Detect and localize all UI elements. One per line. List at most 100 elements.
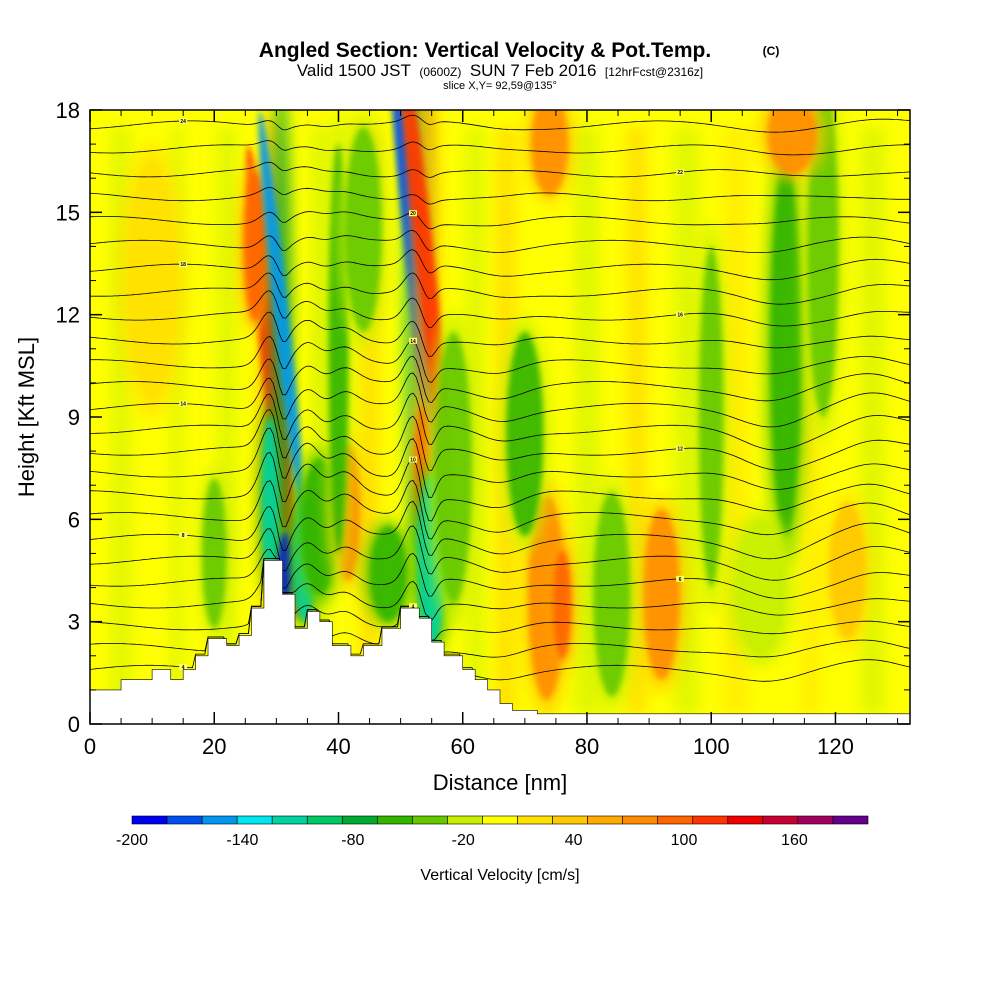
colorbar-swatch — [377, 815, 413, 825]
theta-contour — [90, 92, 910, 107]
contour-label-bg — [179, 532, 188, 539]
contour-label: 14 — [410, 339, 416, 345]
x-tick-label: 40 — [326, 734, 350, 759]
theta-contour — [90, 336, 910, 383]
contour-label-bg — [179, 400, 188, 407]
contour-label-bg — [409, 210, 418, 217]
colorbar-swatch — [797, 815, 834, 825]
y-tick-label: 18 — [56, 98, 80, 123]
contour-label: 4 — [412, 604, 415, 610]
colorbar-swatch — [552, 815, 588, 825]
contour-label: 24 — [180, 119, 186, 125]
theta-contour — [90, 427, 910, 498]
colorbar-swatch — [517, 815, 553, 825]
contour-label: 18 — [180, 262, 186, 268]
contour-label: 6 — [679, 577, 682, 583]
y-axis-label: Height [Kft MSL] — [14, 337, 39, 497]
contour-label-bg — [179, 118, 188, 125]
theta-contour — [90, 479, 910, 540]
colorbar-swatch — [447, 815, 483, 825]
theta-contour — [90, 392, 910, 451]
colorbar-tick-label: -200 — [116, 832, 148, 849]
theta-contour — [90, 451, 910, 522]
colorbar-swatch — [727, 815, 764, 825]
theta-contour — [90, 161, 910, 178]
colorbar-swatch — [832, 815, 869, 825]
theta-contour — [90, 229, 910, 253]
theta-contour — [90, 558, 910, 622]
plot-area: 4 4 6 8 10 12 14 14 16 18 20 22 24 — [90, 92, 910, 724]
theta-contour — [90, 311, 910, 357]
y-tick-label: 3 — [68, 610, 80, 635]
contour-label-bg — [676, 445, 685, 452]
colorbar-swatch — [341, 815, 378, 825]
velocity-feature — [770, 161, 802, 537]
x-tick-label: 120 — [817, 734, 854, 759]
theta-contour — [90, 548, 910, 599]
velocity-feature — [829, 502, 867, 639]
colorbar-swatch — [306, 815, 343, 825]
velocity-feature — [767, 110, 817, 175]
theta-contour — [90, 409, 910, 471]
chart-title: Angled Section: Vertical Velocity & Pot.… — [259, 39, 711, 62]
theta-contour — [90, 187, 910, 205]
colorbar-tick-label: -140 — [226, 832, 258, 849]
velocity-feature — [127, 161, 177, 400]
contour-label-bg — [676, 311, 685, 318]
colorbar-swatch — [657, 815, 694, 825]
theta-contour — [90, 211, 910, 230]
velocity-feature — [344, 127, 382, 332]
colorbar-swatch — [131, 815, 168, 825]
colorbar-tick-label: 100 — [671, 832, 698, 849]
x-tick-label: 100 — [693, 734, 730, 759]
colorbar-swatch — [271, 815, 308, 825]
contour-label-bg — [179, 261, 188, 268]
velocity-feature — [807, 110, 839, 417]
velocity-feature — [698, 246, 724, 588]
x-axis-label: Distance [nm] — [433, 770, 568, 795]
contour-label: 22 — [677, 170, 683, 176]
subtitle-valid-time: Valid 1500 JST — [297, 61, 411, 80]
theta-contour — [90, 140, 910, 156]
contour-label: 10 — [410, 458, 416, 464]
x-tick-label: 0 — [84, 734, 96, 759]
y-tick-label: 6 — [68, 507, 80, 532]
velocity-feature — [531, 110, 569, 196]
colorbar-swatch — [412, 815, 448, 825]
chart-title-suffix: (C) — [763, 44, 780, 58]
colorbar: -200 -140 -80 -20 40 100 160 — [116, 815, 869, 849]
contour-label-bg — [676, 575, 685, 582]
colorbar-swatch — [587, 815, 623, 825]
theta-contour — [90, 558, 910, 641]
contour-label: 12 — [677, 447, 683, 453]
velocity-feature — [552, 550, 572, 660]
contour-label: 16 — [677, 312, 683, 318]
colorbar-tick-label: -20 — [452, 832, 475, 849]
theta-contour — [90, 290, 910, 328]
subtitle-date: SUN 7 Feb 2016 — [470, 61, 597, 80]
contour-label: 8 — [182, 533, 185, 539]
velocity-feature — [243, 171, 266, 322]
terrain-profile — [90, 559, 910, 724]
y-tick-label: 15 — [56, 200, 80, 225]
velocity-feature — [369, 526, 407, 622]
colorbar-swatch — [166, 815, 203, 825]
contour-label: 20 — [410, 211, 416, 217]
axes: 0 20 40 60 80 100 120 0 3 6 9 12 15 18 — [56, 98, 910, 759]
contour-label-bg — [409, 603, 418, 610]
contour-label-bg — [409, 337, 418, 344]
chart-subtitle: Valid 1500 JST (0600Z) SUN 7 Feb 2016 [1… — [297, 61, 703, 80]
contour-label-bg — [179, 663, 188, 670]
x-tick-label: 20 — [202, 734, 226, 759]
theta-contour — [90, 525, 910, 581]
colorbar-swatch — [482, 815, 518, 825]
colorbar-swatch — [762, 815, 799, 825]
colorbar-swatch — [236, 815, 273, 825]
theta-contour — [90, 372, 910, 428]
theta-contour — [90, 272, 910, 305]
x-tick-label: 80 — [575, 734, 599, 759]
slice-label: slice X,Y= 92,59@135° — [443, 80, 557, 92]
y-tick-label: 0 — [68, 712, 80, 737]
contour-label-bg — [676, 169, 685, 176]
